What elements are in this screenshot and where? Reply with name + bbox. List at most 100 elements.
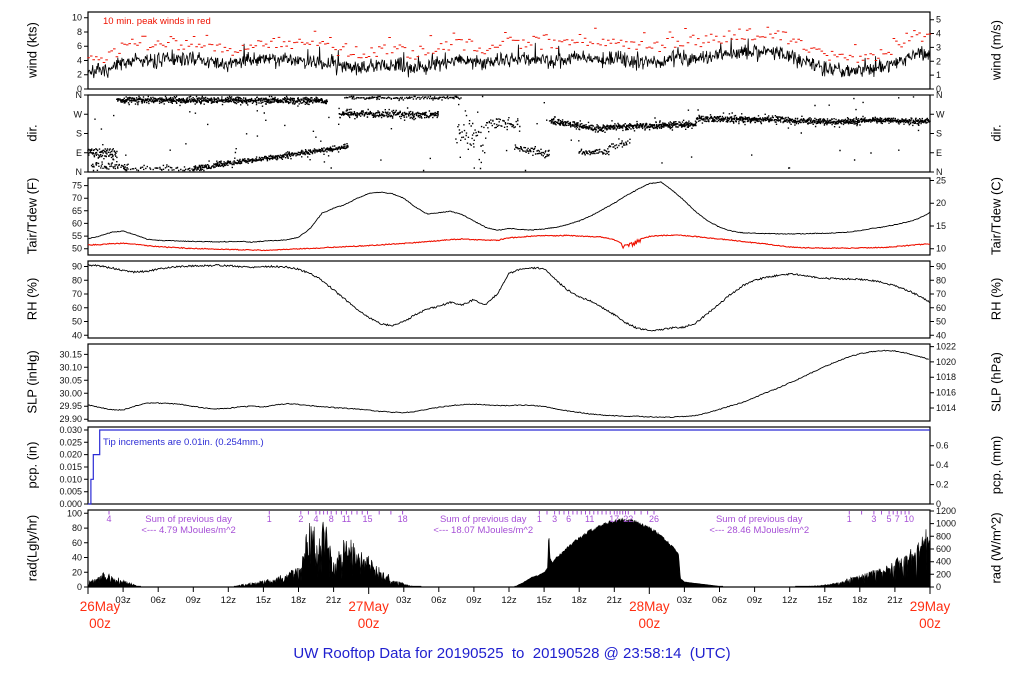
svg-text:30.00: 30.00 <box>59 388 82 398</box>
svg-text:70: 70 <box>936 289 946 299</box>
svg-text:1000: 1000 <box>936 519 956 529</box>
svg-text:18: 18 <box>398 514 408 524</box>
svg-text:60: 60 <box>936 303 946 313</box>
svg-text:1: 1 <box>847 514 852 524</box>
svg-text:4: 4 <box>107 514 112 524</box>
svg-text:4: 4 <box>314 514 319 524</box>
svg-text:29.95: 29.95 <box>59 401 82 411</box>
svg-text:03z: 03z <box>677 595 693 606</box>
svg-text:W: W <box>74 109 83 119</box>
svg-text:8: 8 <box>77 27 82 37</box>
svg-text:0: 0 <box>77 582 82 592</box>
svg-text:<--- 28.46 MJoules/m^2: <--- 28.46 MJoules/m^2 <box>709 525 809 536</box>
svg-text:N: N <box>76 90 83 100</box>
svg-text:5: 5 <box>936 15 941 25</box>
svg-text:70: 70 <box>72 193 82 203</box>
svg-text:30.15: 30.15 <box>59 349 82 359</box>
rh-right-axis-label: RH (%) <box>988 277 1004 321</box>
svg-text:20: 20 <box>936 198 946 208</box>
svg-text:0: 0 <box>77 84 82 94</box>
svg-text:30.05: 30.05 <box>59 375 82 385</box>
svg-text:21z: 21z <box>887 595 903 606</box>
svg-text:40: 40 <box>72 330 82 340</box>
svg-text:00z: 00z <box>89 616 111 631</box>
svg-text:0.2: 0.2 <box>936 480 949 490</box>
svg-text:3: 3 <box>936 42 941 52</box>
svg-text:<--- 4.79 MJoules/m^2: <--- 4.79 MJoules/m^2 <box>141 525 235 536</box>
svg-text:6: 6 <box>566 514 571 524</box>
svg-text:18z: 18z <box>572 595 588 606</box>
svg-text:40: 40 <box>72 553 82 563</box>
svg-text:1022: 1022 <box>936 342 956 352</box>
tip-increments-note: Tip increments are 0.01in. (0.254mm.) <box>103 437 264 448</box>
svg-text:1: 1 <box>267 514 272 524</box>
svg-text:5: 5 <box>887 514 892 524</box>
slp-right-axis-label: SLP (hPa) <box>988 352 1004 412</box>
svg-text:09z: 09z <box>186 595 202 606</box>
svg-text:65: 65 <box>72 206 82 216</box>
svg-text:20: 20 <box>72 567 82 577</box>
svg-text:18z: 18z <box>291 595 307 606</box>
svg-text:18z: 18z <box>852 595 868 606</box>
svg-text:80: 80 <box>72 523 82 533</box>
svg-text:Sum of previous day: Sum of previous day <box>440 514 527 525</box>
wind-right-axis-label: wind (m/s) <box>988 20 1004 80</box>
svg-text:80: 80 <box>936 275 946 285</box>
svg-text:N: N <box>936 167 943 177</box>
dir-right-axis-label: dir. <box>988 124 1004 142</box>
svg-text:8: 8 <box>329 514 334 524</box>
svg-text:17: 17 <box>609 514 619 524</box>
svg-text:7: 7 <box>895 514 900 524</box>
svg-text:100: 100 <box>67 508 82 518</box>
svg-text:10: 10 <box>936 244 946 254</box>
chart-title: UW Rooftop Data for 20190525 to 20190528… <box>293 645 731 662</box>
svg-text:1020: 1020 <box>936 357 956 367</box>
svg-text:1: 1 <box>537 514 542 524</box>
svg-text:0.005: 0.005 <box>59 487 82 497</box>
svg-text:29May: 29May <box>910 599 951 614</box>
svg-text:600: 600 <box>936 544 951 554</box>
svg-text:80: 80 <box>72 275 82 285</box>
svg-text:2: 2 <box>77 70 82 80</box>
svg-text:40: 40 <box>936 330 946 340</box>
rh-left-axis-label: RH (%) <box>24 277 40 321</box>
svg-text:11: 11 <box>585 514 594 524</box>
svg-text:11: 11 <box>342 514 351 524</box>
pcp-right-axis-label: pcp. (mm) <box>988 435 1004 495</box>
svg-text:03z: 03z <box>396 595 412 606</box>
svg-text:W: W <box>936 109 945 119</box>
svg-text:800: 800 <box>936 531 951 541</box>
svg-text:70: 70 <box>72 289 82 299</box>
svg-text:50: 50 <box>72 244 82 254</box>
svg-text:12z: 12z <box>782 595 798 606</box>
svg-text:0.020: 0.020 <box>59 450 82 460</box>
svg-text:26May: 26May <box>80 599 121 614</box>
svg-text:06z: 06z <box>712 595 728 606</box>
svg-text:15z: 15z <box>536 595 552 606</box>
svg-text:E: E <box>76 148 82 158</box>
svg-text:00z: 00z <box>638 616 660 631</box>
svg-text:0: 0 <box>936 499 941 509</box>
wind-left-axis-label: wind (kts) <box>24 22 40 78</box>
svg-text:0.030: 0.030 <box>59 425 82 435</box>
svg-text:S: S <box>936 129 942 139</box>
svg-text:S: S <box>76 129 82 139</box>
svg-text:6: 6 <box>77 41 82 51</box>
svg-text:25: 25 <box>936 176 946 186</box>
pcp-left-axis-label: pcp. (in) <box>24 441 40 489</box>
svg-text:0: 0 <box>936 84 941 94</box>
svg-text:30.10: 30.10 <box>59 362 82 372</box>
svg-text:75: 75 <box>72 181 82 191</box>
svg-text:<--- 18.07 MJoules/m^2: <--- 18.07 MJoules/m^2 <box>433 525 533 536</box>
svg-text:90: 90 <box>72 262 82 272</box>
svg-text:2: 2 <box>298 514 303 524</box>
svg-text:15: 15 <box>362 514 372 524</box>
svg-text:09z: 09z <box>747 595 763 606</box>
svg-text:0: 0 <box>936 582 941 592</box>
svg-text:1200: 1200 <box>936 506 956 516</box>
svg-text:03z: 03z <box>115 595 131 606</box>
svg-text:200: 200 <box>936 569 951 579</box>
svg-text:1016: 1016 <box>936 388 956 398</box>
